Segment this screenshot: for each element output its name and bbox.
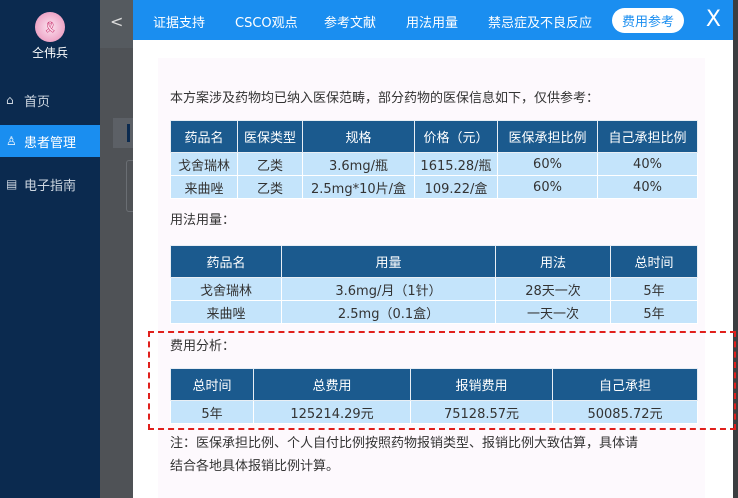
- insurance-table: 药品名 医保类型 规格 价格（元） 医保承担比例 自己承担比例 戈舍瑞林 乙类 …: [170, 120, 698, 199]
- header-cell: 报销费用: [410, 368, 553, 401]
- header-cell: 总费用: [253, 368, 411, 401]
- usage-title: 用法用量：: [170, 213, 236, 228]
- tab-references[interactable]: 参考文献: [324, 16, 377, 31]
- cost-reference-modal: 证据支持 CSCO观点 参考文献 用法用量 禁忌症及不良反应 费用参考 X 本方…: [133, 0, 733, 498]
- cell: 60%: [497, 152, 598, 176]
- tab-cost[interactable]: 费用参考: [612, 8, 685, 33]
- tab-contraindications[interactable]: 禁忌症及不良反应: [488, 16, 593, 31]
- note-line-1: 注：医保承担比例、个人自付比例按照药物报销类型、报销比例大致估算，具体请: [170, 436, 639, 451]
- back-arrow-icon: <: [110, 12, 124, 31]
- sidebar-item-home[interactable]: ⌂ 首页: [0, 84, 100, 116]
- book-icon: ▤: [6, 177, 18, 191]
- user-name: 仝伟兵: [31, 46, 68, 60]
- scroll-edge: [733, 0, 738, 498]
- header-cell: 总时间: [610, 245, 698, 278]
- cell: 5年: [170, 400, 254, 424]
- cell: 来曲唑: [170, 175, 238, 199]
- cell: 40%: [597, 175, 698, 199]
- cell: 3.6mg/瓶: [302, 152, 415, 176]
- sidebar-item-label: 患者管理: [24, 135, 77, 151]
- sidebar-item-guide[interactable]: ▤ 电子指南: [0, 168, 100, 200]
- note-line-2: 结合各地具体报销比例计算。: [170, 459, 340, 474]
- cell: 3.6mg/月（1针）: [281, 277, 496, 301]
- avatar[interactable]: 🎗: [35, 12, 65, 42]
- table-row: 戈舍瑞林 3.6mg/月（1针） 28天一次 5年: [170, 277, 698, 301]
- table-header-row: 药品名 用量 用法 总时间: [170, 245, 698, 278]
- cell: 乙类: [237, 152, 303, 176]
- cell: 一天一次: [495, 300, 611, 324]
- home-icon: ⌂: [6, 93, 14, 107]
- header-cell: 医保承担比例: [497, 120, 598, 153]
- tab-evidence[interactable]: 证据支持: [153, 16, 206, 31]
- sidebar-item-label: 首页: [24, 94, 51, 110]
- cell: 戈舍瑞林: [170, 152, 238, 176]
- usage-table: 药品名 用量 用法 总时间 戈舍瑞林 3.6mg/月（1针） 28天一次 5年 …: [170, 245, 698, 324]
- cell: 109.22/盒: [414, 175, 498, 199]
- modal-tab-bar: 证据支持 CSCO观点 参考文献 用法用量 禁忌症及不良反应 费用参考 X: [133, 0, 733, 40]
- header-cell: 药品名: [170, 245, 282, 278]
- cell: 40%: [597, 152, 698, 176]
- cell: 60%: [497, 175, 598, 199]
- cell: 5年: [610, 277, 698, 301]
- table-header-row: 药品名 医保类型 规格 价格（元） 医保承担比例 自己承担比例: [170, 120, 698, 153]
- table-row: 5年 125214.29元 75128.57元 50085.72元: [170, 400, 698, 424]
- cell: 2.5mg*10片/盒: [302, 175, 415, 199]
- header-cell: 价格（元）: [414, 120, 498, 153]
- cell: 50085.72元: [552, 400, 698, 424]
- sidebar: 🎗 仝伟兵 ⌂ 首页 ♙ 患者管理 ▤ 电子指南: [0, 0, 100, 498]
- header-cell: 自己承担比例: [597, 120, 698, 153]
- cell: 75128.57元: [410, 400, 553, 424]
- cell: 来曲唑: [170, 300, 282, 324]
- header-cell: 用量: [281, 245, 496, 278]
- cell: 28天一次: [495, 277, 611, 301]
- cost-analysis-highlight: [148, 331, 736, 430]
- table-row: 戈舍瑞林 乙类 3.6mg/瓶 1615.28/瓶 60% 40%: [170, 152, 698, 176]
- close-icon[interactable]: X: [705, 7, 721, 32]
- user-icon: ♙: [6, 134, 17, 148]
- cell: 戈舍瑞林: [170, 277, 282, 301]
- cell: 2.5mg（0.1盒）: [281, 300, 496, 324]
- intro-text: 本方案涉及药物均已纳入医保范畴，部分药物的医保信息如下，仅供参考：: [170, 91, 600, 106]
- header-cell: 自己承担: [552, 368, 698, 401]
- cell: 1615.28/瓶: [414, 152, 498, 176]
- header-cell: 用法: [495, 245, 611, 278]
- header-cell: 药品名: [170, 120, 238, 153]
- ribbon-logo-icon: 🎗: [43, 20, 57, 34]
- cell: 乙类: [237, 175, 303, 199]
- background-block: [113, 118, 133, 148]
- cost-title: 费用分析：: [170, 339, 236, 354]
- background-page-overlay: <: [100, 0, 136, 498]
- table-row: 来曲唑 2.5mg（0.1盒） 一天一次 5年: [170, 300, 698, 324]
- table-header-row: 总时间 总费用 报销费用 自己承担: [170, 368, 698, 401]
- sidebar-item-patients[interactable]: ♙ 患者管理: [0, 125, 100, 157]
- cell: 5年: [610, 300, 698, 324]
- tab-usage[interactable]: 用法用量: [406, 16, 459, 31]
- table-row: 来曲唑 乙类 2.5mg*10片/盒 109.22/盒 60% 40%: [170, 175, 698, 199]
- header-cell: 医保类型: [237, 120, 303, 153]
- background-header: [100, 0, 133, 48]
- sidebar-item-label: 电子指南: [24, 178, 77, 194]
- background-bar: [127, 124, 130, 142]
- header-cell: 规格: [302, 120, 415, 153]
- tab-csco[interactable]: CSCO观点: [235, 16, 298, 31]
- cost-table: 总时间 总费用 报销费用 自己承担 5年 125214.29元 75128.57…: [170, 368, 698, 424]
